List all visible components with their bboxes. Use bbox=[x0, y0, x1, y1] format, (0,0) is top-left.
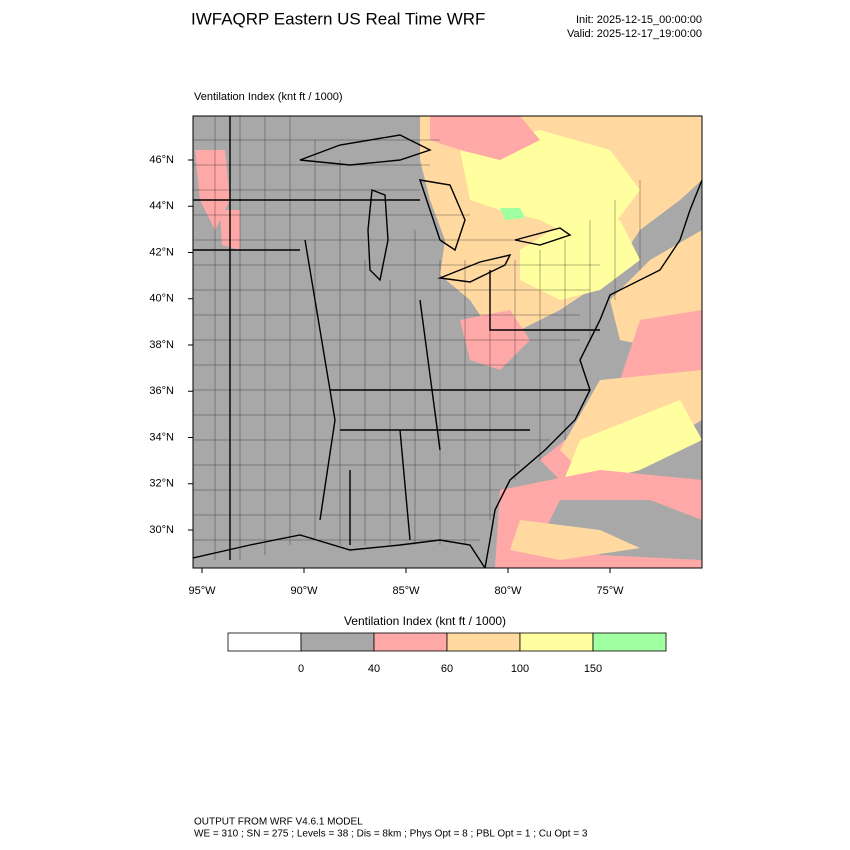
lon-label: 95°W bbox=[188, 585, 216, 597]
colorbar-box bbox=[300, 632, 375, 652]
lat-label: 46°N bbox=[149, 154, 174, 166]
lat-label: 40°N bbox=[149, 293, 174, 305]
field-label: Ventilation Index (knt ft / 1000) bbox=[194, 91, 343, 103]
map bbox=[192, 115, 703, 569]
lat-label: 38°N bbox=[149, 339, 174, 351]
colorbar-label: 40 bbox=[368, 663, 380, 675]
colorbar-box bbox=[519, 632, 594, 652]
lon-label: 75°W bbox=[596, 585, 624, 597]
colorbar-label: 150 bbox=[584, 663, 602, 675]
init-time: Init: 2025-12-15_00:00:00 bbox=[576, 14, 702, 26]
lat-label: 32°N bbox=[149, 478, 174, 490]
lon-label: 80°W bbox=[494, 585, 522, 597]
lat-label: 36°N bbox=[149, 385, 174, 397]
lat-label: 30°N bbox=[149, 524, 174, 536]
colorbar-box bbox=[592, 632, 667, 652]
lat-label: 44°N bbox=[149, 200, 174, 212]
colorbar-label: 0 bbox=[298, 663, 304, 675]
colorbar-box bbox=[446, 632, 521, 652]
lon-label: 90°W bbox=[290, 585, 318, 597]
valid-time: Valid: 2025-12-17_19:00:00 bbox=[567, 28, 702, 40]
lat-label: 42°N bbox=[149, 246, 174, 258]
colorbar-box bbox=[373, 632, 448, 652]
lon-label: 85°W bbox=[392, 585, 420, 597]
title: IWFAQRP Eastern US Real Time WRF bbox=[191, 9, 485, 28]
lat-label: 34°N bbox=[149, 431, 174, 443]
colorbar-box bbox=[227, 632, 302, 652]
colorbar-title: Ventilation Index (knt ft / 1000) bbox=[344, 614, 506, 628]
colorbar-label: 100 bbox=[511, 663, 529, 675]
footer-line: OUTPUT FROM WRF V4.6.1 MODEL bbox=[194, 817, 363, 828]
colorbar-label: 60 bbox=[441, 663, 453, 675]
footer-line: WE = 310 ; SN = 275 ; Levels = 38 ; Dis … bbox=[194, 829, 588, 840]
